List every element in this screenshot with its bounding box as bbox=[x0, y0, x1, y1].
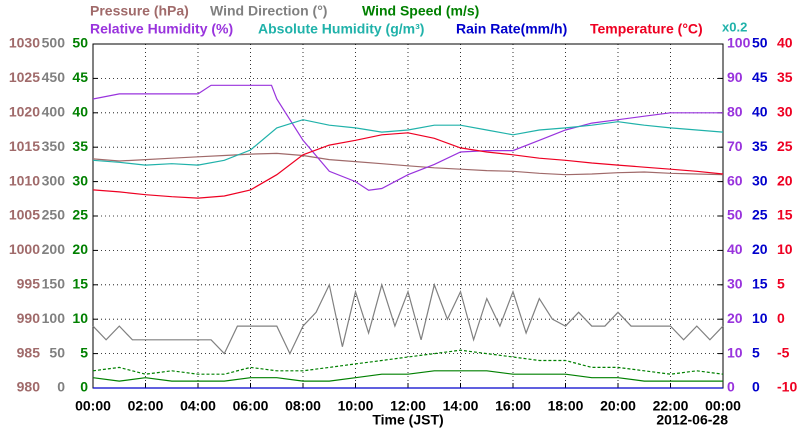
legend-entry: Temperature (°C) bbox=[590, 21, 703, 37]
y-tick-label: 1030 bbox=[9, 35, 40, 51]
y-tick-label: 5 bbox=[752, 344, 760, 360]
x-tick-label: 14:00 bbox=[443, 398, 479, 414]
y-tick-label: 10 bbox=[777, 241, 793, 257]
y-tick-label: 1005 bbox=[9, 207, 40, 223]
x-tick-label: 20:00 bbox=[600, 398, 636, 414]
y-tick-label: 35 bbox=[752, 138, 768, 154]
legend-entry: Wind Speed (m/s) bbox=[362, 3, 479, 19]
y-tick-label: 5 bbox=[80, 344, 88, 360]
legend-entry: Pressure (hPa) bbox=[90, 3, 189, 19]
y-tick-label: 35 bbox=[777, 69, 793, 85]
y-tick-label: 250 bbox=[42, 207, 66, 223]
y-tick-label: 100 bbox=[42, 310, 66, 326]
y-tick-label: -5 bbox=[777, 344, 790, 360]
y-tick-label: 45 bbox=[752, 69, 768, 85]
y-tick-label: 10 bbox=[727, 344, 743, 360]
series-line bbox=[92, 349, 724, 375]
legend-entry: Relative Humidity (%) bbox=[90, 21, 233, 37]
y-tick-label: 30 bbox=[727, 276, 743, 292]
y-tick-label: 500 bbox=[42, 35, 66, 51]
y-tick-label: 35 bbox=[72, 138, 88, 154]
y-tick-label: 70 bbox=[727, 138, 743, 154]
y-tick-label: 1025 bbox=[9, 69, 40, 85]
y-tick-label: 10 bbox=[72, 310, 88, 326]
y-tick-label: 990 bbox=[17, 310, 41, 326]
y-tick-label: 25 bbox=[72, 207, 88, 223]
y-tick-label: 0 bbox=[57, 379, 65, 395]
y-tick-label: 0 bbox=[752, 379, 760, 395]
series-line bbox=[92, 119, 724, 166]
legend-entry: Absolute Humidity (g/m³) bbox=[258, 21, 424, 37]
y-tick-label: 1020 bbox=[9, 104, 40, 120]
x-tick-label: 18:00 bbox=[548, 398, 584, 414]
y-tick-label: 1010 bbox=[9, 172, 40, 188]
y-tick-label: 90 bbox=[727, 69, 743, 85]
x-tick-label: 22:00 bbox=[653, 398, 689, 414]
y-tick-label: 20 bbox=[777, 172, 793, 188]
rain-scale-note: x0.2 bbox=[722, 19, 747, 34]
y-tick-label: 40 bbox=[777, 35, 793, 51]
y-tick-label: 40 bbox=[752, 104, 768, 120]
y-tick-label: 45 bbox=[72, 69, 88, 85]
y-tick-label: 10 bbox=[752, 310, 768, 326]
y-tick-label: 0 bbox=[777, 310, 785, 326]
y-tick-label: 1000 bbox=[9, 241, 40, 257]
y-tick-label: 80 bbox=[727, 104, 743, 120]
series-line bbox=[92, 152, 724, 176]
y-tick-label: 50 bbox=[49, 344, 65, 360]
x-tick-label: 08:00 bbox=[285, 398, 321, 414]
x-tick-label: 02:00 bbox=[128, 398, 164, 414]
y-tick-label: 20 bbox=[72, 241, 88, 257]
y-tick-label: 995 bbox=[17, 276, 41, 292]
x-tick-label: 04:00 bbox=[180, 398, 216, 414]
y-tick-label: 0 bbox=[80, 379, 88, 395]
y-tick-label: 5 bbox=[777, 276, 785, 292]
y-tick-label: 30 bbox=[752, 172, 768, 188]
series-line bbox=[92, 370, 723, 382]
x-tick-label: 12:00 bbox=[390, 398, 426, 414]
y-tick-label: 100 bbox=[727, 35, 751, 51]
series-line bbox=[92, 132, 724, 199]
y-tick-label: 50 bbox=[752, 35, 768, 51]
y-tick-label: 980 bbox=[17, 379, 41, 395]
y-tick-label: -10 bbox=[777, 379, 797, 395]
x-tick-label: 00:00 bbox=[705, 398, 741, 414]
y-tick-label: 15 bbox=[777, 207, 793, 223]
series-line bbox=[92, 84, 723, 191]
y-tick-label: 50 bbox=[727, 207, 743, 223]
y-tick-label: 15 bbox=[72, 276, 88, 292]
y-tick-label: 60 bbox=[727, 172, 743, 188]
y-tick-label: 350 bbox=[42, 138, 66, 154]
x-tick-label: 16:00 bbox=[495, 398, 531, 414]
x-axis-title: Time (JST) bbox=[372, 412, 443, 428]
y-tick-label: 25 bbox=[777, 138, 793, 154]
x-tick-label: 10:00 bbox=[338, 398, 374, 414]
x-tick-label: 00:00 bbox=[75, 398, 111, 414]
y-tick-label: 40 bbox=[727, 241, 743, 257]
y-tick-label: 1015 bbox=[9, 138, 40, 154]
y-tick-label: 15 bbox=[752, 276, 768, 292]
y-tick-label: 50 bbox=[72, 35, 88, 51]
y-tick-label: 40 bbox=[72, 104, 88, 120]
series-line bbox=[92, 282, 724, 355]
y-tick-label: 30 bbox=[777, 104, 793, 120]
y-tick-label: 200 bbox=[42, 241, 66, 257]
y-tick-label: 150 bbox=[42, 276, 66, 292]
date-label: 2012-06-28 bbox=[656, 412, 728, 428]
y-tick-label: 400 bbox=[42, 104, 66, 120]
y-tick-label: 25 bbox=[752, 207, 768, 223]
legend-entry: Wind Direction (°) bbox=[210, 3, 327, 19]
legend-entry: Rain Rate(mm/h) bbox=[456, 21, 567, 37]
y-tick-label: 20 bbox=[752, 241, 768, 257]
x-tick-label: 06:00 bbox=[233, 398, 269, 414]
y-tick-label: 300 bbox=[42, 172, 66, 188]
y-tick-label: 0 bbox=[727, 379, 735, 395]
y-tick-label: 450 bbox=[42, 69, 66, 85]
y-tick-label: 985 bbox=[17, 344, 41, 360]
y-tick-label: 20 bbox=[727, 310, 743, 326]
y-tick-label: 30 bbox=[72, 172, 88, 188]
